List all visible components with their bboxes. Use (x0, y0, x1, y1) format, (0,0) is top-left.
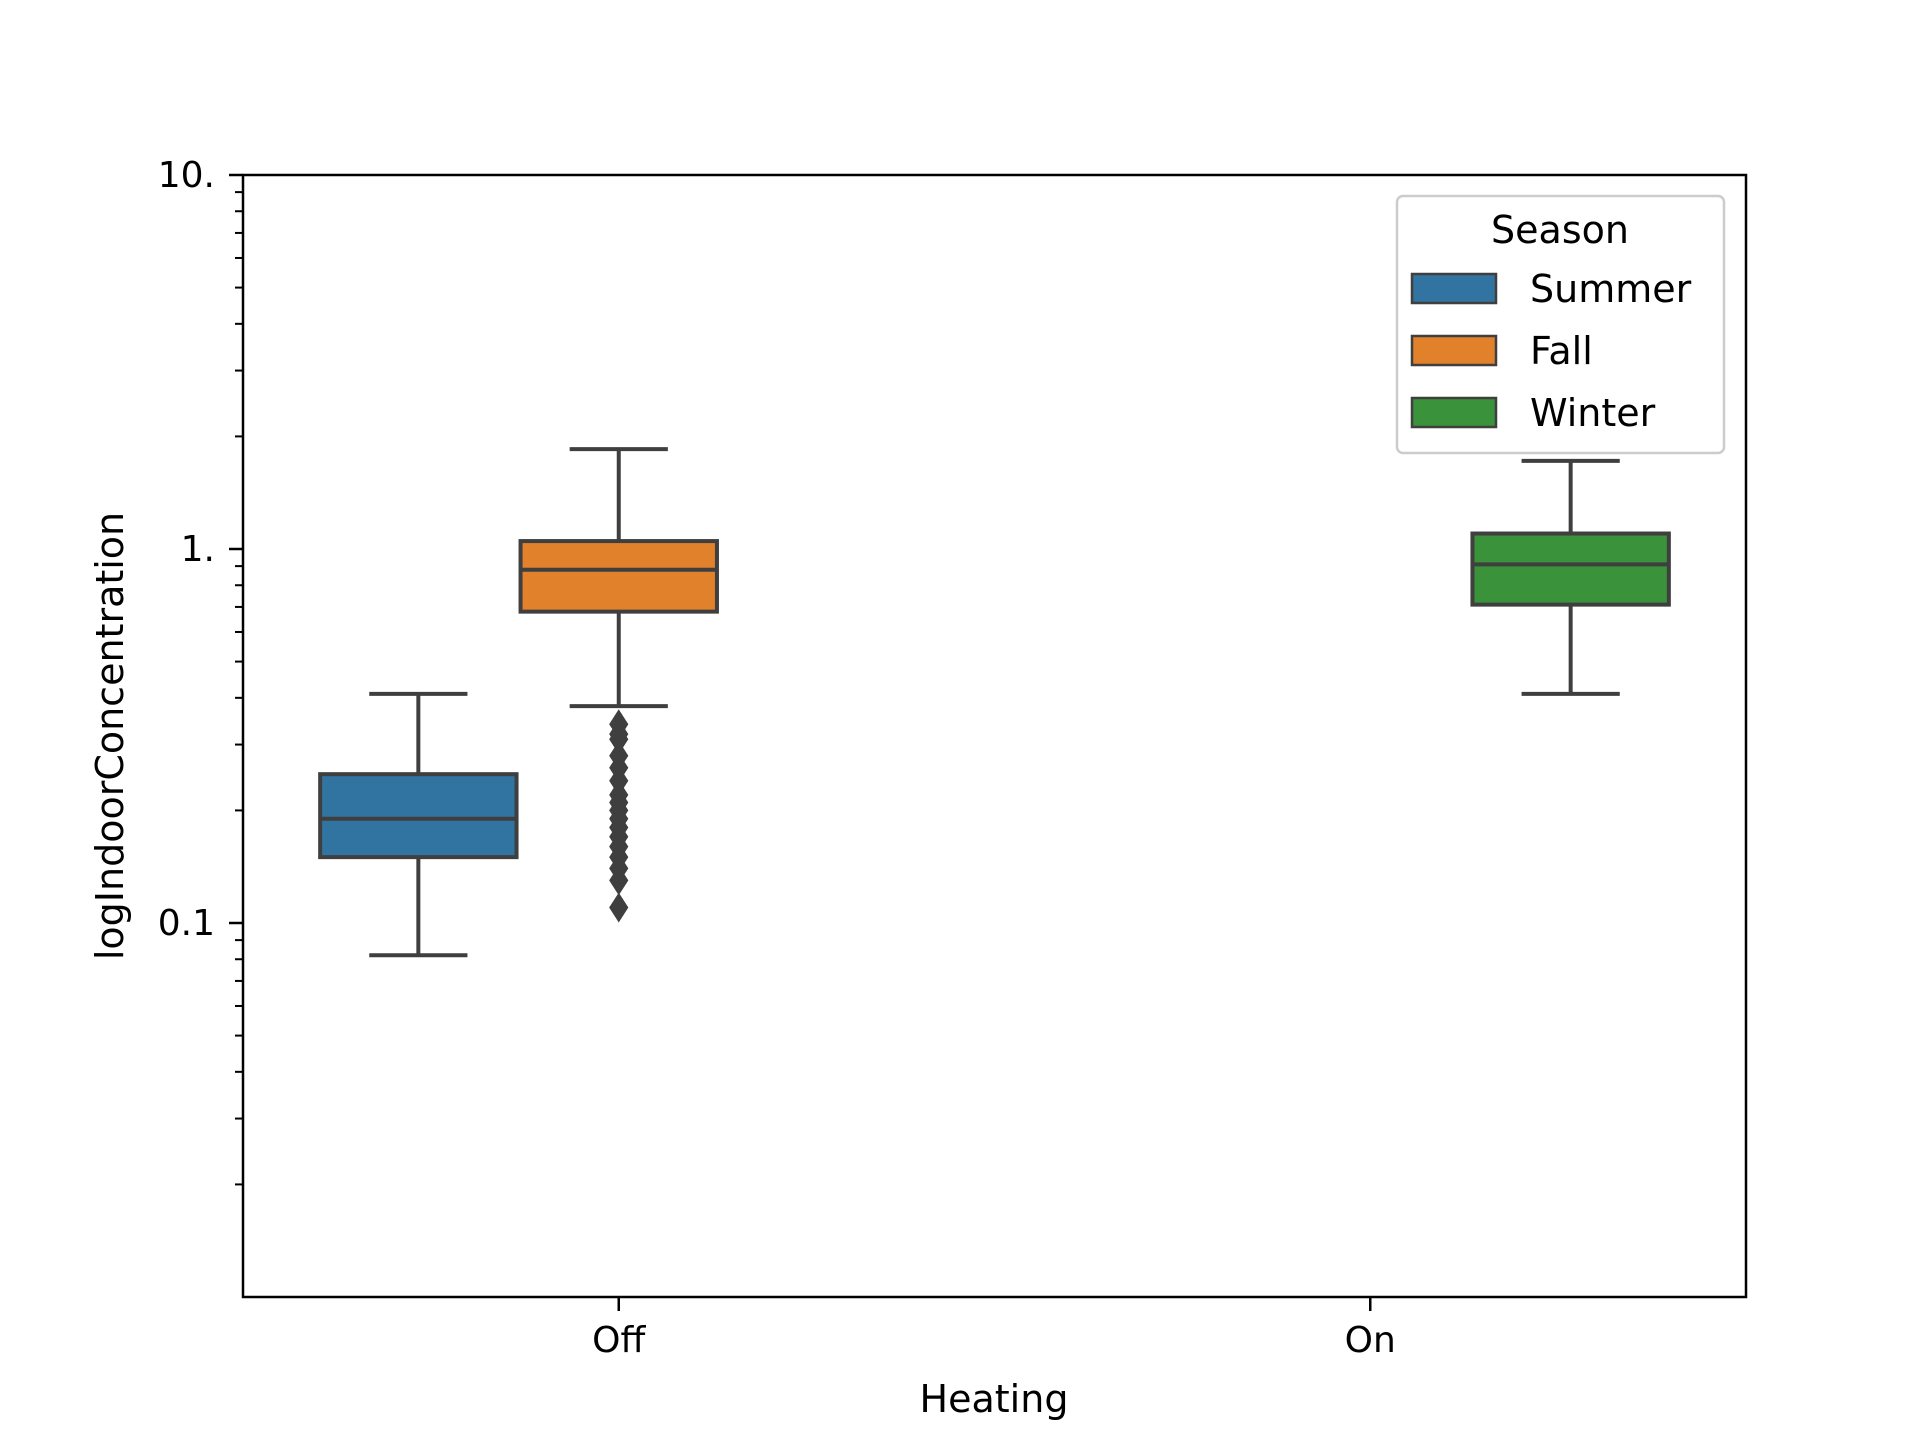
y-tick-label: 0.1 (158, 903, 215, 944)
y-tick-label: 10. (158, 155, 215, 196)
legend-label: Fall (1530, 329, 1593, 373)
legend-title: Season (1491, 208, 1629, 252)
legend-entry-fall: Fall (1410, 329, 1593, 373)
box-winter-on (1470, 458, 1671, 696)
plot-layer (318, 447, 1671, 958)
y-tick-label: 1. (181, 529, 215, 570)
y-axis-label: logIndoorConcentration (88, 512, 132, 960)
x-axis-label: Heating (920, 1377, 1069, 1421)
legend-swatch (1410, 272, 1498, 305)
outlier-point (609, 892, 629, 923)
legend-label: Summer (1530, 267, 1692, 311)
axis-layer: 10. 1. 0.1 Off On (158, 155, 1396, 1361)
legend-entry-winter: Winter (1410, 391, 1656, 435)
box-body (518, 539, 719, 614)
box-body (318, 772, 519, 860)
box-fall-off (518, 447, 719, 923)
legend-label: Winter (1530, 391, 1656, 435)
x-tick-label: Off (592, 1320, 646, 1361)
legend-entries: Summer Fall Winter (1410, 267, 1692, 435)
legend-frame (1395, 194, 1726, 455)
box-summer-off (318, 691, 519, 958)
plot-frame (241, 173, 1748, 1299)
legend: Season Summer Fall Winter (1395, 194, 1726, 455)
legend-swatch (1410, 396, 1498, 429)
legend-entry-summer: Summer (1410, 267, 1692, 311)
box-body (1470, 531, 1671, 607)
x-tick-label: On (1345, 1320, 1396, 1361)
legend-swatch (1410, 334, 1498, 367)
